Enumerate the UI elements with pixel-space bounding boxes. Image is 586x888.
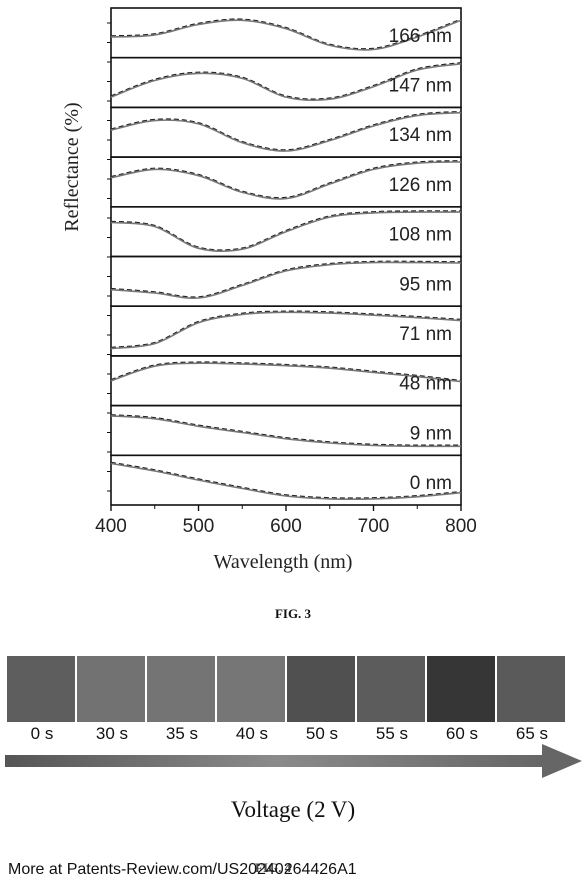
panel-label: 166 nm	[389, 26, 452, 47]
panel-frame	[111, 406, 461, 456]
panel-label: 147 nm	[389, 75, 452, 96]
color-swatch	[497, 656, 565, 722]
panel-label: 9 nm	[410, 423, 452, 444]
color-swatch	[147, 656, 215, 722]
panel-label: 95 nm	[399, 274, 452, 295]
time-label: 30 s	[77, 724, 147, 744]
color-swatch	[287, 656, 355, 722]
time-label: 60 s	[427, 724, 497, 744]
x-tick-label: 500	[183, 516, 215, 537]
x-tick-label: 800	[445, 516, 477, 537]
color-swatch	[77, 656, 145, 722]
panel-label: 48 nm	[399, 374, 452, 395]
time-label: 50 s	[287, 724, 357, 744]
x-tick-label: 400	[95, 516, 127, 537]
voltage-arrow-icon	[5, 744, 583, 780]
panel-label: 108 nm	[389, 225, 452, 246]
time-label: 55 s	[357, 724, 427, 744]
x-tick-label: 700	[358, 516, 390, 537]
color-swatch	[7, 656, 75, 722]
voltage-label: Voltage (2 V)	[0, 797, 586, 823]
panel-label: 71 nm	[399, 324, 452, 345]
color-swatch-row	[7, 656, 567, 722]
color-swatch	[217, 656, 285, 722]
x-tick-label: 600	[270, 516, 302, 537]
color-swatch	[427, 656, 495, 722]
time-label: 35 s	[147, 724, 217, 744]
time-label: 65 s	[497, 724, 567, 744]
x-axis-title: Wavelength (nm)	[214, 551, 353, 573]
time-label: 40 s	[217, 724, 287, 744]
time-label-row: 0 s30 s35 s40 s50 s55 s60 s65 s	[7, 724, 567, 744]
panel-label: 0 nm	[410, 473, 452, 494]
fig3-caption: FIG. 3	[0, 606, 586, 622]
series-line	[111, 416, 461, 446]
footer-link[interactable]: More at Patents-Review.com/US20240264426…	[8, 861, 357, 879]
series-line	[111, 464, 461, 500]
time-label: 0 s	[7, 724, 77, 744]
panel-label: 126 nm	[389, 175, 452, 196]
color-swatch	[357, 656, 425, 722]
y-axis-title: Reflectance (%)	[61, 102, 83, 231]
series-line-dashed	[111, 462, 461, 498]
reflectance-chart: 166 nm 147 nm 134 nm 126 nm 108 nm 95 nm 71 nm…	[0, 0, 586, 600]
panel-label: 134 nm	[389, 125, 452, 146]
